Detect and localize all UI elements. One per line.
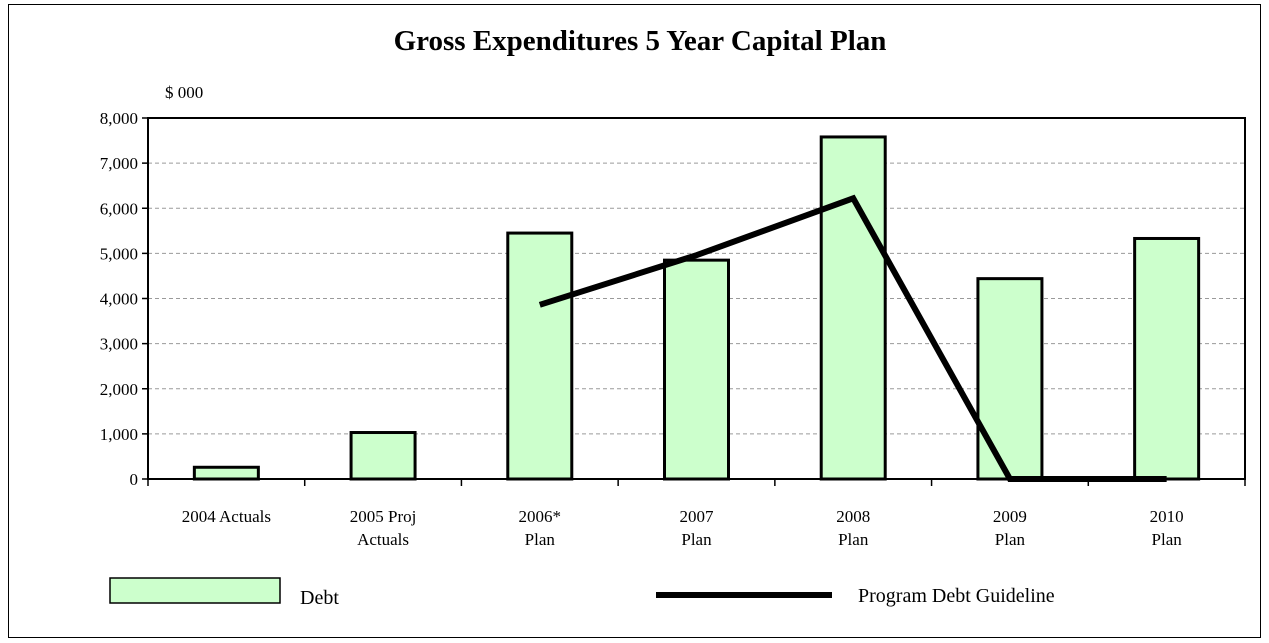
y-axis-unit-label: $ 000	[165, 83, 203, 102]
chart-frame	[8, 4, 1261, 638]
bar-6	[1133, 236, 1201, 481]
bar-1	[349, 431, 417, 481]
legend-label-debt: Debt	[300, 587, 339, 609]
legend: Debt Program Debt Guideline	[109, 577, 1055, 609]
bar-3	[663, 258, 730, 481]
axes	[142, 117, 1246, 486]
y-tick-labels: 0 1,000 2,000 3,000 4,000 5,000 6,000 7,000 8,00…	[100, 109, 138, 489]
legend-swatch-debt	[109, 577, 281, 604]
y-tick-label-8: 8,000	[100, 109, 138, 128]
x-tick-labels: 2004 Actuals 2005 Proj Actuals 2006* Plan 200…	[182, 507, 1184, 549]
y-tick-label-6: 6,000	[100, 199, 138, 218]
bar-4	[819, 135, 887, 481]
legend-label-guideline: Program Debt Guideline	[858, 585, 1055, 607]
x-tick-label-3-1: Plan	[681, 530, 712, 549]
x-tick-label-5-1: Plan	[995, 530, 1026, 549]
x-tick-label-1-1: Actuals	[357, 530, 409, 549]
bar-5	[976, 277, 1044, 481]
x-tick-label-1-0: 2005 Proj	[350, 507, 417, 526]
y-tick-label-3: 3,000	[100, 335, 138, 354]
y-tick-label-0: 0	[130, 470, 139, 489]
y-tick-label-4: 4,000	[100, 290, 138, 309]
bar-0	[192, 465, 260, 481]
chart-title: Gross Expenditures 5 Year Capital Plan	[394, 25, 887, 57]
x-tick-label-0-0: 2004 Actuals	[182, 507, 271, 526]
y-tick-label-7: 7,000	[100, 154, 138, 173]
bars	[192, 135, 1201, 481]
x-tick-label-2-1: Plan	[525, 530, 556, 549]
y-tick-label-1: 1,000	[100, 425, 138, 444]
x-tick-label-4-0: 2008	[836, 507, 870, 526]
x-tick-label-2-0: 2006*	[519, 507, 562, 526]
x-tick-label-4-1: Plan	[838, 530, 869, 549]
x-tick-label-3-0: 2007	[680, 507, 715, 526]
y-tick-label-5: 5,000	[100, 244, 138, 263]
bar-2	[506, 231, 574, 481]
x-tick-label-6-0: 2010	[1150, 507, 1184, 526]
y-tick-label-2: 2,000	[100, 380, 138, 399]
x-tick-label-6-1: Plan	[1152, 530, 1183, 549]
x-tick-label-5-0: 2009	[993, 507, 1027, 526]
